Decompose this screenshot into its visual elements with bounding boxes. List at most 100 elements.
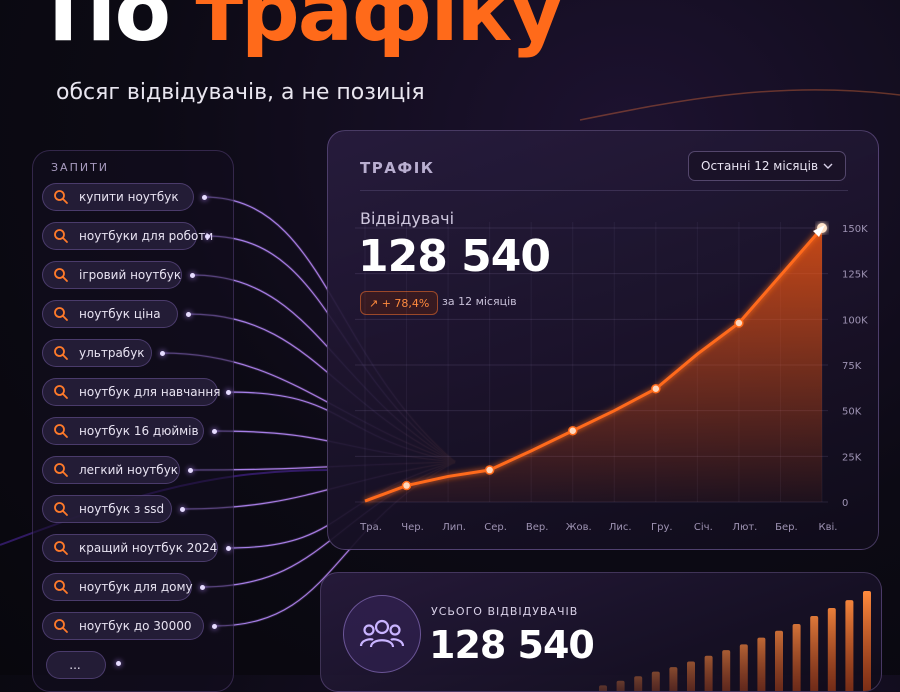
x-tick-label: Сер. — [484, 522, 507, 533]
mini-bar — [687, 661, 695, 691]
connector-dot — [188, 468, 193, 473]
data-point — [484, 465, 495, 475]
data-point — [401, 480, 412, 491]
hero-subtitle: обсяг відвідувачів, а не позиція — [56, 80, 425, 105]
search-icon — [54, 502, 68, 516]
data-point — [734, 318, 744, 328]
x-tick-label: Лют. — [732, 522, 757, 533]
y-tick-label: 25K — [842, 452, 862, 463]
query-label: легкий ноутбук — [79, 463, 179, 477]
connector-dot — [186, 312, 191, 317]
x-tick-label: Чер. — [401, 522, 424, 533]
query-item[interactable]: ноутбук ціна — [42, 300, 178, 328]
y-tick-label: 125K — [842, 270, 868, 281]
mini-bar — [827, 608, 836, 691]
query-item[interactable]: купити ноутбук — [42, 183, 194, 211]
x-tick-label: Гру. — [651, 522, 673, 533]
search-icon — [54, 580, 68, 594]
chevron-down-icon — [823, 163, 833, 169]
query-label: ноутбук для дому — [79, 580, 193, 594]
x-tick-label: Тра. — [359, 522, 382, 533]
x-tick-label: Кві. — [819, 521, 838, 533]
hero-title-orange: трафіку — [195, 0, 564, 60]
query-item[interactable]: ноутбук з ssd — [42, 495, 172, 523]
x-tick-label: Жов. — [566, 522, 592, 533]
mini-bar-chart — [599, 591, 871, 691]
query-label: кращий ноутбук 2024 — [79, 541, 218, 555]
search-icon — [54, 463, 68, 477]
growth-badge: ↗ + 78,4% — [360, 291, 439, 315]
query-item[interactable]: ігровий ноутбук — [42, 261, 182, 289]
total-label: УСЬОГО ВІДВІДУВАЧІВ — [431, 605, 579, 618]
search-icon — [54, 307, 68, 321]
mini-bar — [599, 685, 607, 691]
mini-bar — [792, 623, 801, 691]
data-point — [567, 426, 578, 436]
search-icon — [54, 541, 68, 555]
query-label: ноутбук ціна — [79, 307, 161, 321]
mini-bar — [634, 676, 643, 691]
connector-dot — [190, 273, 195, 278]
connector-dot — [202, 195, 207, 200]
period-select[interactable]: Останні 12 місяців — [688, 151, 846, 181]
query-label: ноутбуки для роботи — [79, 229, 214, 243]
search-icon — [54, 619, 68, 633]
mini-bar — [863, 591, 871, 691]
connector-dot — [226, 546, 231, 551]
connector-dot — [180, 507, 185, 512]
growth-period: за 12 місяців — [442, 295, 517, 308]
search-icon — [54, 424, 68, 438]
trend-arrow-icon — [813, 225, 825, 237]
query-label: ігровий ноутбук — [79, 268, 182, 282]
mini-bar — [757, 637, 766, 691]
mini-bar — [722, 650, 731, 691]
traffic-chart: 0 25K 50K 75K 100K 125K 150K Тра. Чер. Лип. Сер. Ве… — [355, 222, 868, 533]
data-point — [651, 383, 661, 394]
users-icon — [343, 595, 421, 673]
connector-dot — [212, 624, 217, 629]
connector-dot — [212, 429, 217, 434]
x-tick-label: Бер. — [775, 522, 798, 533]
query-label: ноутбук для навчання — [79, 385, 221, 399]
query-item[interactable]: ноутбуки для роботи — [42, 222, 213, 250]
mini-bar — [739, 644, 748, 691]
search-icon — [54, 385, 68, 399]
query-item[interactable]: ноутбук до 30000 — [42, 612, 204, 640]
query-item[interactable]: ноутбук 16 дюймів — [42, 417, 204, 445]
connector-dot — [116, 661, 121, 666]
traffic-area — [365, 228, 822, 502]
y-tick-label: 100K — [842, 315, 868, 326]
connector-dot — [160, 351, 165, 356]
mini-bar — [669, 667, 678, 691]
search-icon — [54, 268, 68, 282]
y-tick-label: 0 — [842, 498, 848, 509]
visitors-label: Відвідувачі — [360, 209, 455, 228]
search-icon — [54, 229, 68, 243]
hero-title-white: По — [48, 0, 171, 60]
mini-bar — [704, 655, 713, 691]
total-value: 128 540 — [429, 623, 595, 667]
mini-bar — [845, 600, 854, 691]
period-select-value: Останні 12 місяців — [701, 159, 819, 173]
card-divider — [360, 190, 848, 191]
y-tick-label: 150K — [842, 224, 868, 235]
traffic-card-title: ТРАФІК — [360, 159, 435, 177]
query-label: ноутбук з ssd — [79, 502, 165, 516]
query-label: ноутбук 16 дюймів — [79, 424, 199, 438]
query-item[interactable]: кращий ноутбук 2024 — [42, 534, 218, 562]
query-label: ноутбук до 30000 — [79, 619, 192, 633]
x-tick-label: Лип. — [442, 522, 466, 533]
query-item[interactable]: ультрабук — [42, 339, 152, 367]
mini-bar — [810, 616, 819, 691]
query-item[interactable]: ноутбук для дому — [42, 573, 193, 601]
x-tick-label: Лис. — [609, 522, 632, 533]
query-item[interactable]: ноутбук для навчання — [42, 378, 221, 406]
y-tick-label: 75K — [842, 361, 862, 372]
queries-title: ЗАПИТИ — [51, 161, 110, 174]
mini-bar — [616, 680, 625, 691]
connector-dot — [200, 585, 205, 590]
query-item[interactable]: легкий ноутбук — [42, 456, 180, 484]
mini-bar — [775, 630, 783, 691]
traffic-line — [364, 227, 824, 503]
x-tick-label: Січ. — [694, 521, 713, 533]
